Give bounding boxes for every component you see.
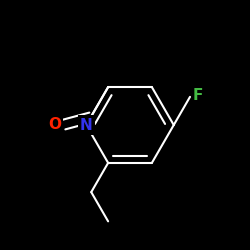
Text: F: F bbox=[193, 88, 203, 103]
Text: O: O bbox=[48, 117, 62, 132]
Text: N: N bbox=[80, 118, 93, 132]
